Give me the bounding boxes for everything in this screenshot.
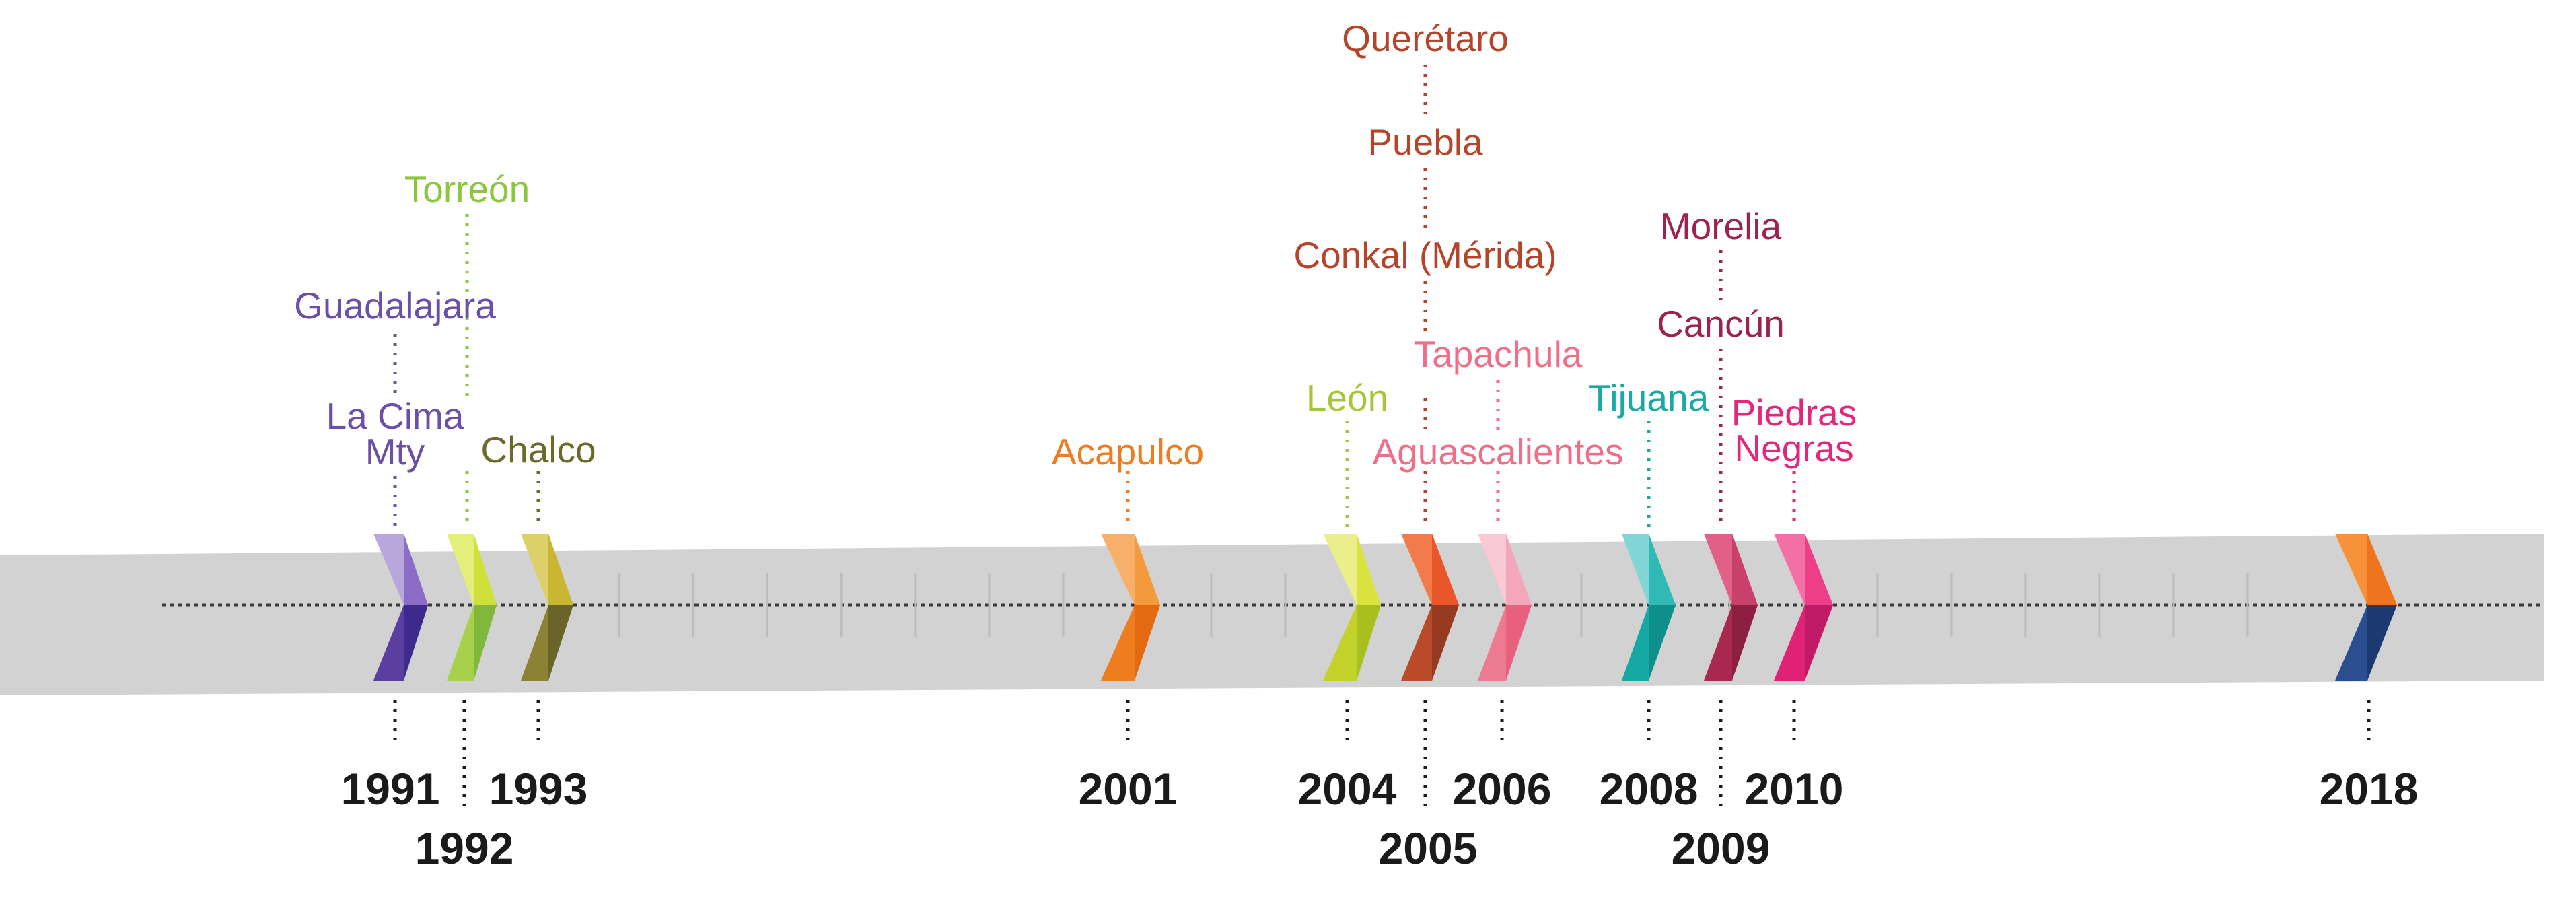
chevron-lower-right bbox=[404, 605, 428, 681]
year-2018: 2018 bbox=[2320, 764, 2419, 814]
chevron-lower-right bbox=[1649, 605, 1676, 681]
chevron-lower-right bbox=[1432, 605, 1459, 681]
marker-1993 bbox=[521, 534, 573, 681]
year-labels: 1991 1992 1993 2001 2004 2005 2006 2008 … bbox=[341, 764, 2419, 873]
label-la-cima: La Cima bbox=[326, 395, 464, 437]
chevron-upper-right bbox=[1649, 534, 1676, 605]
marker-1991 bbox=[373, 534, 428, 681]
chevron-upper-right bbox=[1357, 534, 1381, 605]
marker-1992 bbox=[447, 534, 497, 681]
chevron-upper-right bbox=[474, 534, 497, 605]
location-labels: Guadalajara La Cima Mty Torreón Chalco A… bbox=[294, 18, 1857, 473]
marker-2006 bbox=[1478, 534, 1532, 681]
year-1992: 1992 bbox=[415, 823, 514, 873]
chevron-upper-right bbox=[1506, 534, 1532, 605]
year-2009: 2009 bbox=[1672, 823, 1770, 873]
label-leon: León bbox=[1306, 377, 1388, 419]
chevron-upper-right bbox=[548, 534, 573, 605]
timeline-band bbox=[0, 534, 2544, 695]
marker-2010 bbox=[1774, 534, 1833, 681]
chevron-lower-right bbox=[1805, 605, 1833, 681]
chevron-upper-right bbox=[2367, 534, 2397, 605]
label-aguascalientes: Aguascalientes bbox=[1372, 431, 1623, 473]
year-2006: 2006 bbox=[1453, 764, 1552, 814]
year-2004: 2004 bbox=[1298, 764, 1397, 814]
chevron-lower-right bbox=[548, 605, 573, 681]
year-2010: 2010 bbox=[1745, 764, 1844, 814]
year-1991: 1991 bbox=[341, 764, 440, 814]
marker-2005 bbox=[1401, 534, 1459, 681]
chevron-upper-right bbox=[404, 534, 428, 605]
chevron-lower-right bbox=[1506, 605, 1532, 681]
year-2008: 2008 bbox=[1600, 764, 1698, 814]
label-morelia: Morelia bbox=[1660, 205, 1782, 247]
chevron-upper-right bbox=[1135, 534, 1160, 605]
label-mty: Mty bbox=[365, 431, 425, 473]
chevron-lower-right bbox=[474, 605, 497, 681]
year-1993: 1993 bbox=[489, 764, 588, 814]
label-queretaro: Querétaro bbox=[1342, 18, 1509, 59]
label-conkal: Conkal (Mérida) bbox=[1293, 234, 1557, 276]
year-2005: 2005 bbox=[1379, 823, 1478, 873]
chevron-lower-right bbox=[1732, 605, 1758, 681]
chevron-upper-right bbox=[1432, 534, 1459, 605]
year-2001: 2001 bbox=[1079, 764, 1178, 814]
chevron-lower-right bbox=[2367, 605, 2397, 681]
connectors-above bbox=[393, 65, 1796, 528]
label-chalco: Chalco bbox=[480, 429, 596, 471]
marker-2008 bbox=[1622, 534, 1676, 681]
label-negras: Negras bbox=[1734, 427, 1853, 469]
label-piedras: Piedras bbox=[1731, 392, 1857, 433]
chevron-lower-right bbox=[1357, 605, 1381, 681]
marker-2009 bbox=[1704, 534, 1758, 681]
chevron-lower-right bbox=[1135, 605, 1160, 681]
label-cancun: Cancún bbox=[1657, 303, 1785, 345]
label-guadalajara: Guadalajara bbox=[294, 285, 496, 326]
label-tapachula: Tapachula bbox=[1414, 333, 1583, 375]
label-puebla: Puebla bbox=[1367, 121, 1483, 163]
marker-2001 bbox=[1101, 534, 1160, 681]
label-tijuana: Tijuana bbox=[1589, 377, 1709, 419]
chevron-upper-right bbox=[1732, 534, 1758, 605]
marker-2018 bbox=[2335, 534, 2397, 681]
label-torreon: Torreón bbox=[404, 168, 530, 210]
marker-2004 bbox=[1323, 534, 1381, 681]
label-acapulco: Acapulco bbox=[1052, 431, 1204, 473]
chevron-upper-right bbox=[1805, 534, 1833, 605]
